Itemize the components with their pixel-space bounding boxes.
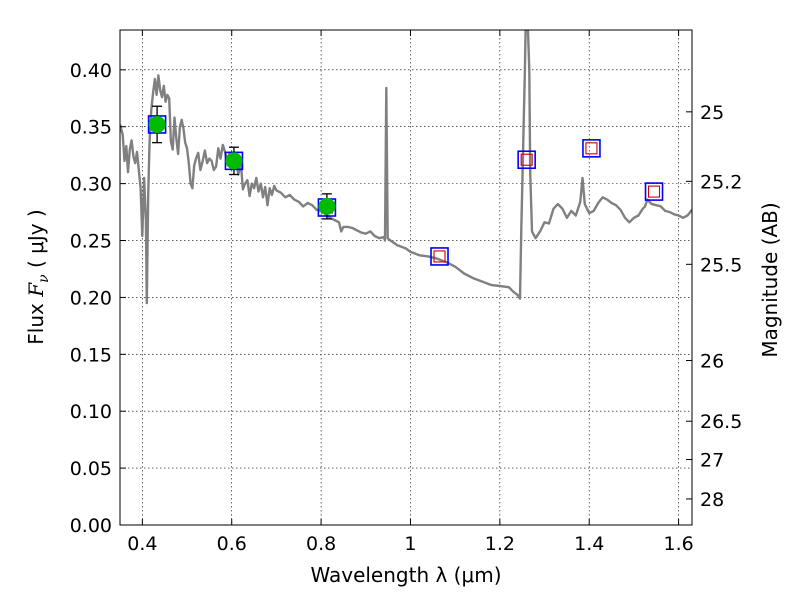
y2-tick-label: 25 (700, 102, 724, 124)
plot-background (120, 30, 692, 525)
model-marker-outer (644, 182, 664, 201)
plot-frame (119, 29, 693, 526)
y2-tick-label: 25.2 (700, 171, 742, 193)
y-axis-label-unit: ( μJy ) (24, 209, 48, 274)
y-axis-label-subscript: ν (36, 274, 52, 283)
y-axis-label-prefix: Flux (24, 297, 48, 345)
ticks: 0.4 0.6 0.8 1 1.2 1.4 1.6 0.00 0.05 0.10 0.15 0.20 0… (70, 30, 742, 555)
observed-point (148, 115, 166, 133)
model-marker-outer (582, 139, 601, 158)
x-tick-label: 1 (404, 533, 416, 555)
y-tick-label: 0.20 (70, 287, 112, 309)
y-axis-label: Flux Fν ( μJy ) (24, 209, 52, 344)
x-tick-label: 0.4 (127, 533, 157, 555)
model-marker-inner (647, 185, 661, 198)
y-tick-label: 0.30 (70, 174, 112, 196)
y-tick-label: 0.10 (70, 401, 112, 423)
y-axis-label-symbol: F (24, 282, 48, 298)
x-tick-label: 1.2 (485, 533, 515, 555)
y-tick-label: 0.40 (70, 60, 112, 82)
model-marker-inner (433, 250, 446, 263)
y-tick-label: 0.25 (70, 231, 112, 253)
y-tick-label: 0.00 (70, 515, 112, 537)
observed-point (318, 197, 336, 215)
spectrum-line (120, 30, 692, 305)
observed-point (225, 152, 243, 170)
x-tick-label: 1.4 (574, 533, 604, 555)
y2-tick-label: 25.5 (700, 254, 742, 276)
y-tick-label: 0.15 (70, 344, 112, 366)
y-tick-label: 0.35 (70, 117, 112, 139)
x-tick-label: 0.6 (217, 533, 247, 555)
x-tick-label: 0.8 (306, 533, 336, 555)
model-marker-outer (430, 247, 449, 266)
model-marker-outer (517, 150, 536, 170)
y-tick-label: 0.05 (70, 458, 112, 480)
right-axis-label: Magnitude (AB) (758, 202, 782, 357)
model-marker-inner (585, 142, 598, 155)
y2-tick-label: 26.5 (700, 411, 742, 433)
plot-area (120, 30, 692, 305)
grid (120, 30, 692, 525)
x-axis-label: Wavelength λ (μm) (310, 563, 501, 587)
y2-tick-label: 27 (700, 450, 724, 472)
model-marker-inner (520, 153, 533, 166)
x-tick-label: 1.6 (663, 533, 693, 555)
y2-tick-label: 26 (700, 351, 724, 373)
y2-tick-label: 28 (700, 489, 724, 511)
